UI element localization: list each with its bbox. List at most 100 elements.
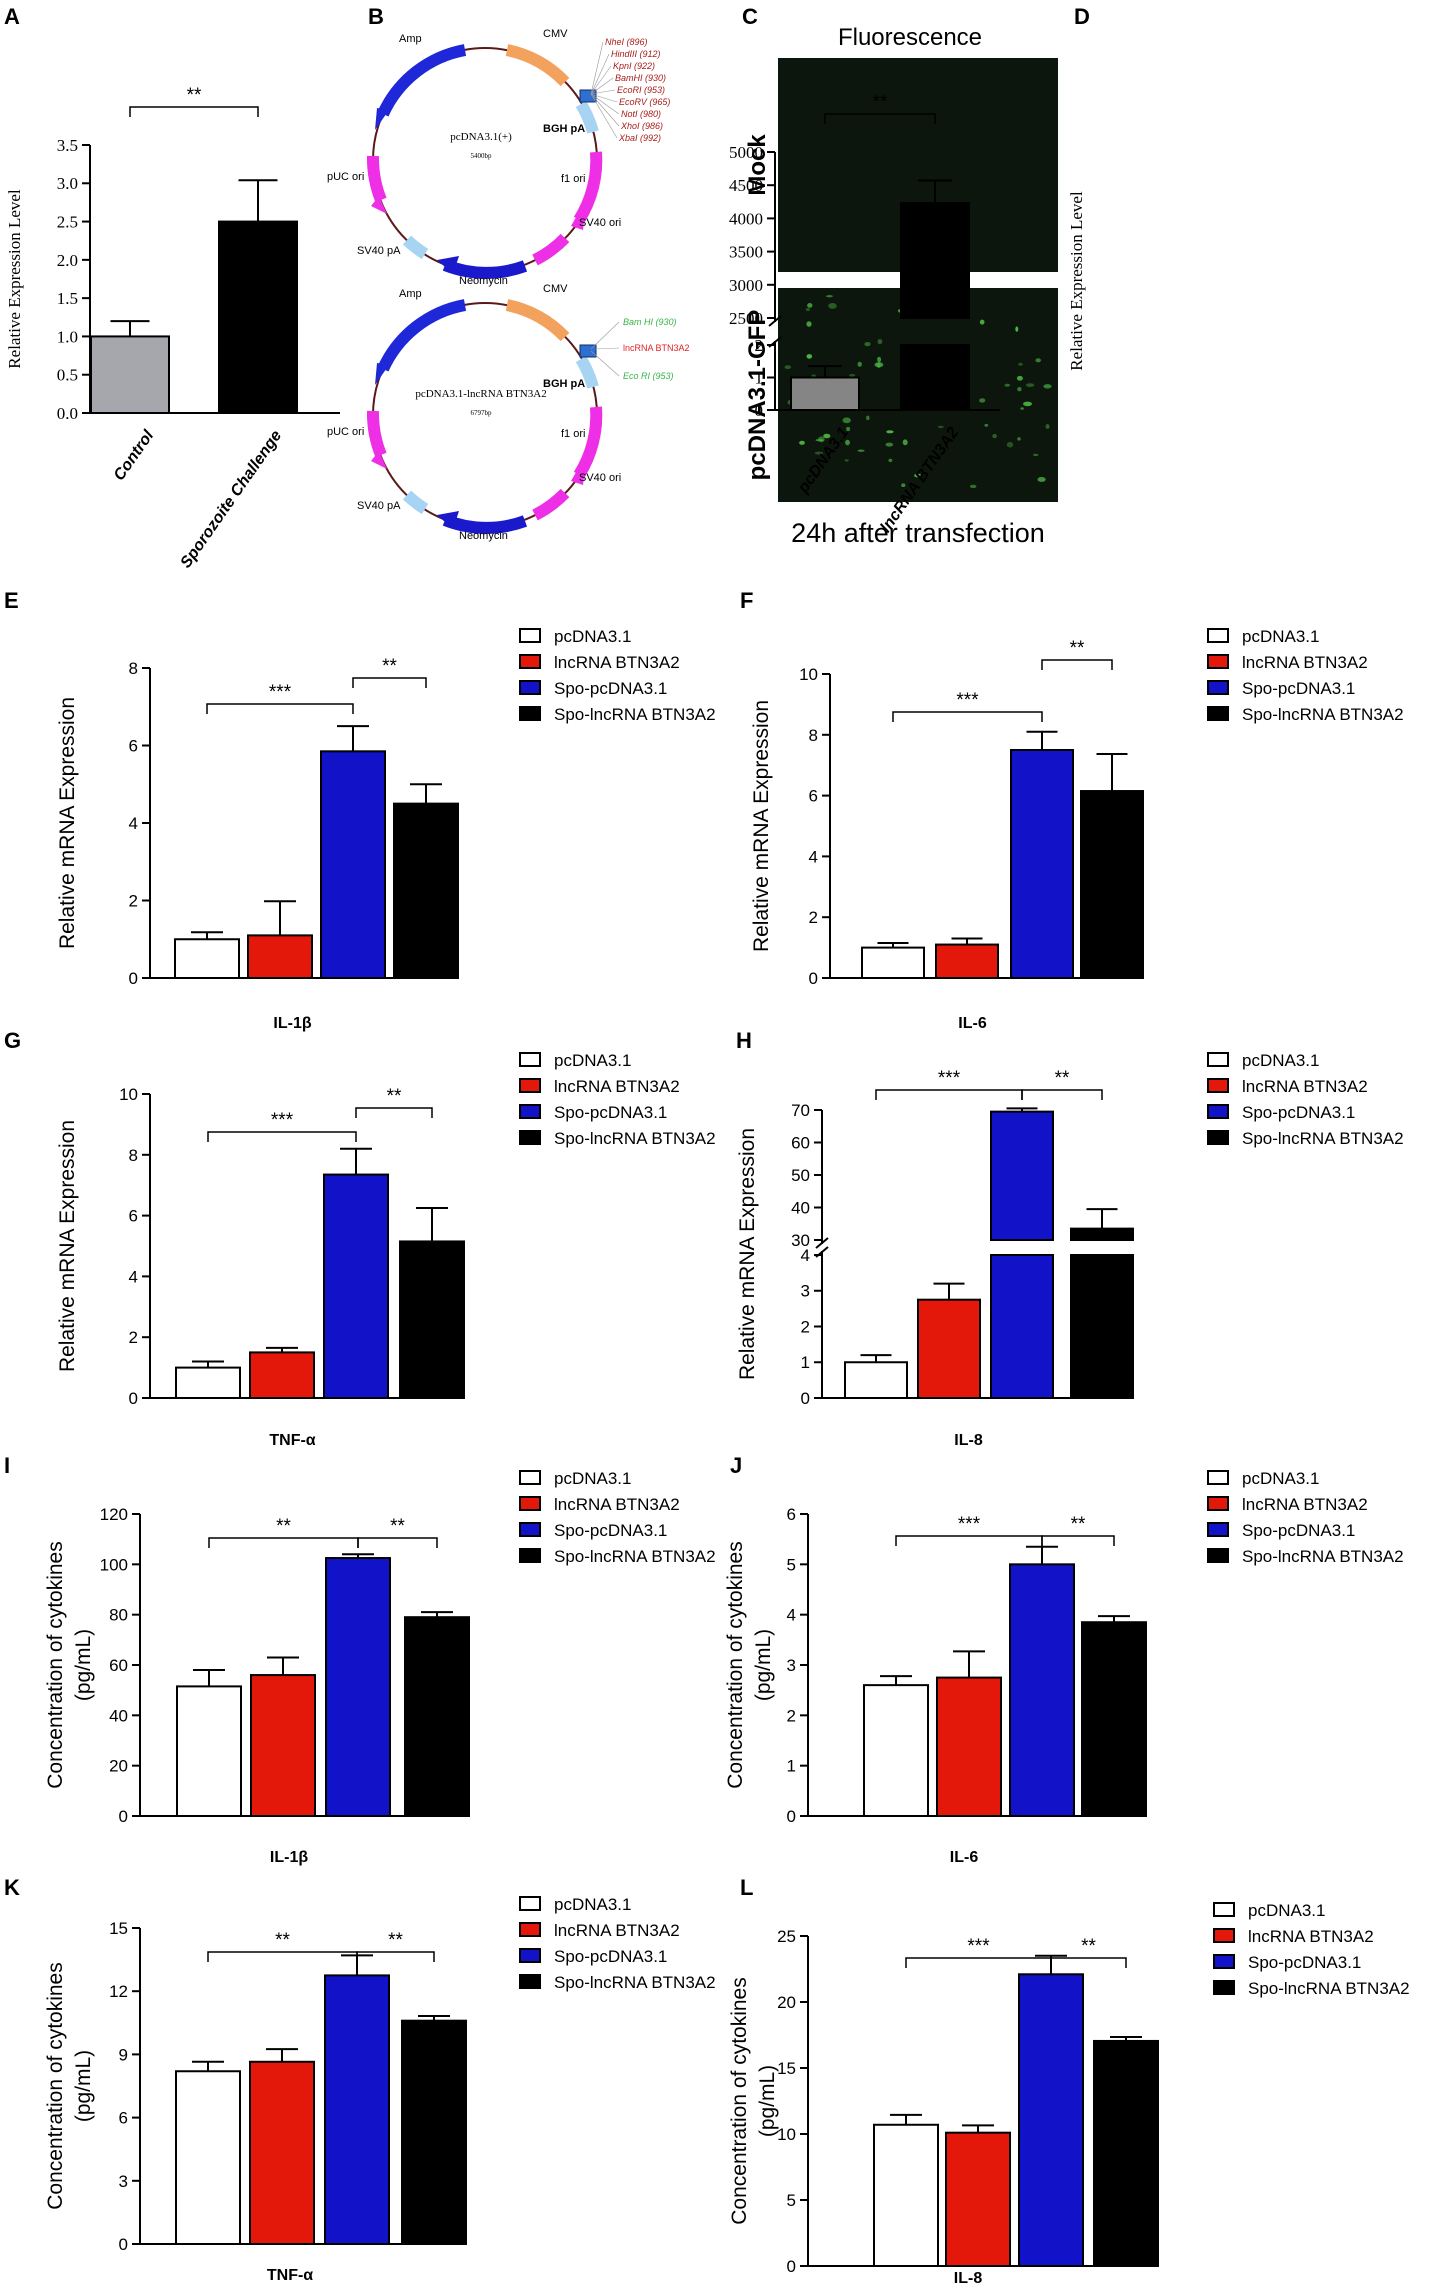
y-tick-label: 1	[787, 1757, 796, 1776]
site-kpni: KpnI (922)	[613, 61, 655, 71]
gfp-cell	[992, 433, 997, 439]
bar-1	[249, 1351, 315, 1400]
panel-label-l: L	[740, 1875, 753, 1900]
amp-arc	[377, 299, 467, 372]
y-tick-label: 40	[791, 1198, 810, 1217]
y-tick-label: 20	[109, 1757, 128, 1776]
significance-bracket-0	[824, 113, 936, 124]
significance-label-1: **	[387, 1086, 402, 1107]
y-tick-label: 2.5	[57, 213, 78, 232]
y-tick-label: 5	[787, 1555, 796, 1574]
neo-arc	[442, 259, 528, 279]
panel-b-plasmid-maps: B pcDNA3.1(+) 5400bp Amp CMV BGH pA f1 o…	[327, 4, 690, 542]
amp-label: Amp	[399, 33, 422, 45]
bar-1	[249, 2060, 315, 2246]
y-tick-label: 60	[791, 1133, 810, 1152]
gfp-cell	[845, 439, 850, 446]
amp-label: Amp	[399, 288, 422, 300]
legend-label-0: pcDNA3.1	[554, 1469, 631, 1488]
significance-label-1: **	[388, 1930, 403, 1951]
legend-swatch-0	[1207, 1052, 1229, 1067]
y-tick-label: 0	[129, 969, 138, 988]
legend-label-1: lncRNA BTN3A2	[1242, 653, 1368, 672]
legend-swatch-0	[1207, 1470, 1229, 1485]
legend-label-0: pcDNA3.1	[554, 627, 631, 646]
gfp-cell	[1018, 362, 1023, 366]
legend-swatch-2	[1207, 680, 1229, 695]
bar-3	[1093, 2039, 1159, 2267]
legend-swatch-0	[1207, 628, 1229, 643]
significance-label-0: ***	[938, 1068, 961, 1089]
bar-1	[936, 1676, 1002, 1818]
category-label-1: Sporozoite Challenge	[178, 427, 286, 571]
bgh-label: BGH pA	[543, 123, 585, 135]
y-tick-label: 10	[799, 665, 818, 684]
legend-swatch-0	[519, 1896, 541, 1911]
y-tick-label: 2	[801, 1317, 810, 1336]
y-tick-label: 3.0	[57, 174, 78, 193]
chart-l: L 0 5 10 15 20 25 Concentration of cytokines (pg…	[728, 1875, 1410, 2283]
y-tick-label: 0.5	[57, 366, 78, 385]
f1-arrow	[571, 453, 587, 485]
chart-j: J 0 1 2 3 4 5 6 Concentration of cytokines (pg/mL…	[724, 1453, 1404, 1866]
legend-label-1: lncRNA BTN3A2	[554, 1495, 680, 1514]
significance-bracket-0	[206, 703, 354, 714]
site-xbai: XbaI (992)	[618, 133, 661, 143]
y-tick-label: 6	[787, 1505, 796, 1524]
gfp-cell	[805, 307, 811, 312]
gfp-cell	[888, 458, 893, 463]
y-tick-label: 6	[809, 787, 818, 806]
significance-bracket-0	[207, 1951, 358, 1962]
gfp-cell	[866, 415, 870, 421]
restriction-site-list: NheI (896) HindIII (912) KpnI (922) BamH…	[605, 37, 670, 143]
gfp-cell	[877, 356, 882, 363]
panel-label-h: H	[736, 1028, 752, 1053]
plasmid-name: pcDNA3.1(+)	[450, 131, 512, 143]
y-tick-label: 0	[787, 2257, 796, 2276]
significance-bracket-0	[895, 1535, 1043, 1546]
x-axis-label: IL-1β	[273, 1015, 311, 1032]
bar-3-lower	[1070, 1254, 1134, 1399]
legend-label-0: pcDNA3.1	[1248, 1901, 1325, 1920]
site-bamhi: Bam HI (930)	[623, 317, 677, 327]
plasmid-size: 6797bp	[471, 409, 493, 417]
bar-2	[320, 750, 386, 979]
y-tick-label: 8	[129, 659, 138, 678]
cmv-arc	[505, 299, 570, 342]
gfp-cell	[799, 440, 805, 445]
y-tick-label: 2	[129, 891, 138, 910]
significance-bracket-1	[356, 1951, 435, 1962]
gfp-cell	[914, 473, 922, 478]
legend-swatch-3	[519, 1974, 541, 1989]
bar-3	[1081, 1621, 1147, 1818]
panel-label-c: C	[742, 4, 758, 29]
legend-label-0: pcDNA3.1	[1242, 1051, 1319, 1070]
legend-swatch-0	[519, 1052, 541, 1067]
gfp-cell	[1016, 375, 1023, 381]
sv40ori-arc	[532, 233, 570, 266]
y-tick-label: 0	[129, 1389, 138, 1408]
significance-label-0: ***	[958, 1514, 981, 1535]
y-tick-label: 0	[119, 2235, 128, 2254]
significance-bracket-1	[357, 1537, 438, 1548]
gfp-cell	[814, 451, 824, 455]
chart-i: I 0 20 40 60 80 100 120 Concentration of cytokin…	[4, 1453, 716, 1866]
legend-swatch-2	[1207, 1104, 1229, 1119]
neo-label: Neomycin	[459, 275, 508, 287]
y-tick-label: 9	[119, 2045, 128, 2064]
gfp-cell	[886, 430, 894, 434]
bar-1	[218, 220, 298, 414]
bar-0	[861, 946, 925, 979]
chart-a: A 0.0 0.5 1.0 1.5 2.0 2.5 3.0 3.5 Relative Expres…	[4, 4, 340, 571]
bar-1	[247, 934, 313, 979]
legend-swatch-0	[519, 1470, 541, 1485]
legend-label-3: Spo-lncRNA BTN3A2	[1248, 1979, 1410, 1998]
y-axis-label: Relative mRNA Expression	[736, 1128, 759, 1380]
y-tick-label: 0	[801, 1389, 810, 1408]
gfp-cell	[784, 365, 792, 370]
site-nhei: NheI (896)	[605, 37, 648, 47]
legend-label-1: lncRNA BTN3A2	[554, 1077, 680, 1096]
